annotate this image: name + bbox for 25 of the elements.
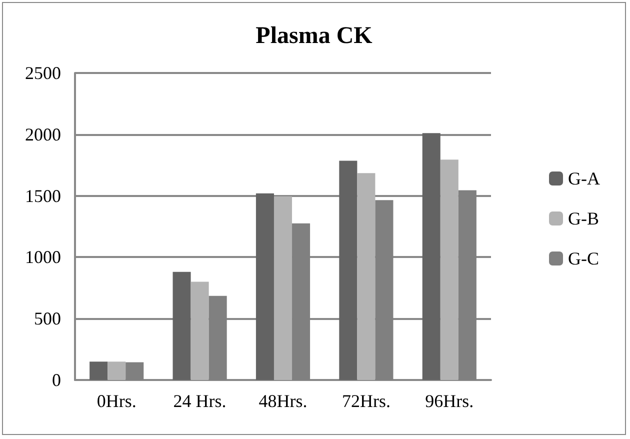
x-tick-label: 48Hrs. bbox=[258, 391, 308, 411]
y-tick-label: 1500 bbox=[25, 186, 61, 206]
chart-title: Plasma CK bbox=[256, 23, 373, 49]
bar bbox=[190, 282, 209, 380]
y-tick-label: 2500 bbox=[25, 63, 61, 83]
bar bbox=[274, 196, 292, 380]
bar bbox=[357, 173, 376, 380]
y-tick-label: 1000 bbox=[25, 247, 61, 268]
x-tick-label: 96Hrs. bbox=[425, 391, 474, 411]
bar bbox=[422, 133, 440, 380]
bar bbox=[339, 160, 358, 380]
legend-label: G-B bbox=[568, 208, 600, 228]
legend-label: G-C bbox=[568, 248, 600, 268]
x-tick-label: 0Hrs. bbox=[96, 391, 136, 411]
bar bbox=[256, 193, 274, 380]
x-tick-label: 24 Hrs. bbox=[173, 391, 226, 411]
y-tick-label: 2000 bbox=[25, 124, 61, 144]
bar bbox=[90, 362, 108, 380]
y-tick-label: 0 bbox=[52, 370, 61, 390]
legend-label: G-A bbox=[568, 168, 600, 188]
y-tick-label: 500 bbox=[34, 308, 61, 329]
x-tick-label: 72Hrs. bbox=[342, 391, 390, 411]
bar bbox=[440, 160, 458, 380]
bar bbox=[172, 272, 191, 380]
bar bbox=[108, 362, 126, 380]
